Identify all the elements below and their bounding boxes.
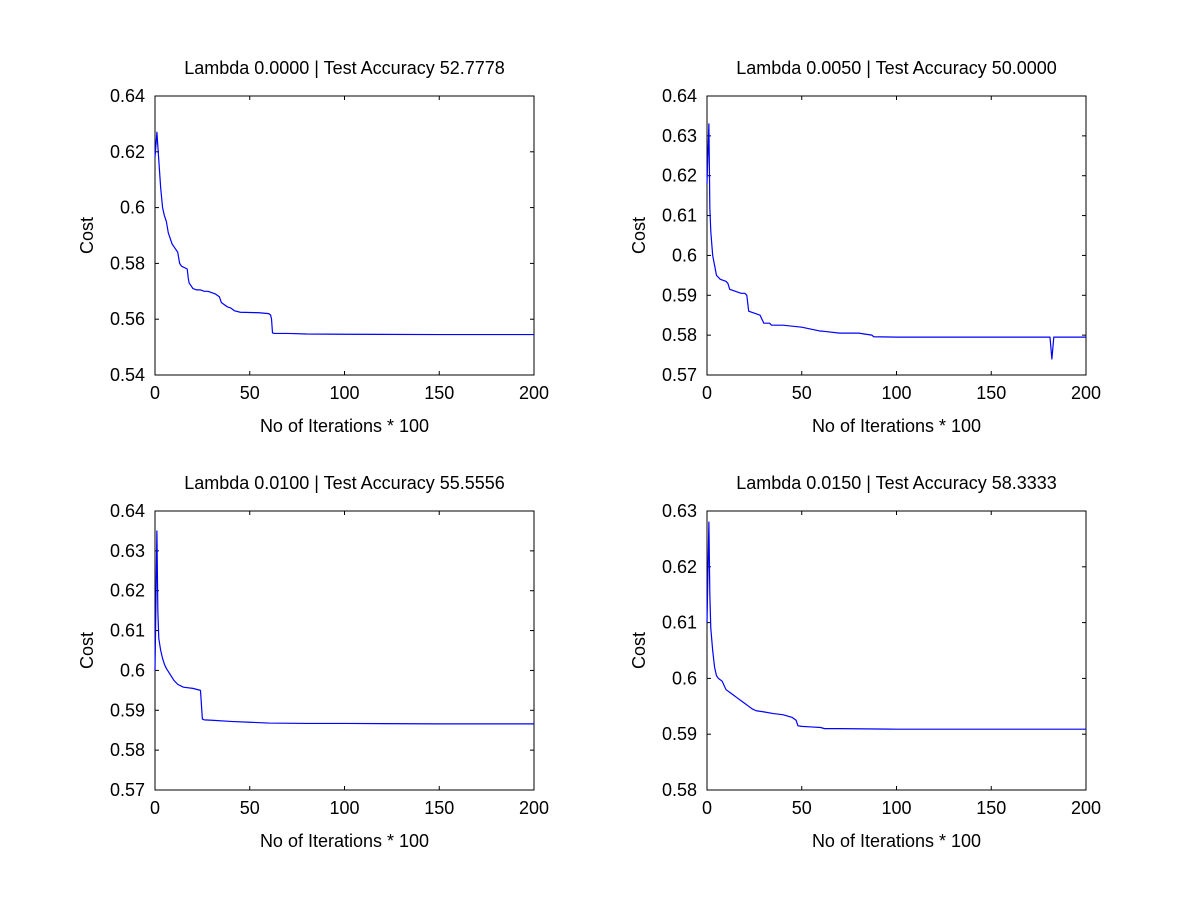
cost-series-line: [706, 521, 1086, 730]
x-tick-label: 150: [976, 798, 1006, 818]
y-tick-label: 0.59: [110, 700, 145, 720]
y-axis-label: Cost: [629, 632, 649, 669]
x-tick-label: 100: [329, 383, 359, 403]
x-tick-label: 0: [150, 383, 160, 403]
y-tick-label: 0.57: [110, 780, 145, 800]
x-tick-label: 200: [1071, 798, 1101, 818]
x-tick-label: 0: [150, 798, 160, 818]
cost-series-line: [154, 530, 534, 725]
y-tick-label: 0.62: [110, 142, 145, 162]
y-tick-label: 0.58: [662, 325, 697, 345]
subplot-title: Lambda 0.0100 | Test Accuracy 55.5556: [184, 473, 505, 493]
x-tick-label: 0: [702, 383, 712, 403]
y-tick-label: 0.64: [110, 86, 145, 106]
y-axis-label: Cost: [77, 217, 97, 254]
y-tick-label: 0.6: [120, 198, 145, 218]
y-tick-label: 0.62: [662, 557, 697, 577]
x-tick-label: 50: [792, 383, 812, 403]
y-tick-label: 0.6: [672, 668, 697, 688]
y-tick-label: 0.64: [110, 501, 145, 521]
y-axis-label: Cost: [77, 632, 97, 669]
y-tick-label: 0.58: [110, 253, 145, 273]
y-tick-label: 0.6: [120, 660, 145, 680]
x-axis-label: No of Iterations * 100: [260, 831, 429, 851]
x-tick-label: 100: [329, 798, 359, 818]
y-tick-label: 0.59: [662, 285, 697, 305]
x-tick-label: 150: [976, 383, 1006, 403]
subplot-title: Lambda 0.0050 | Test Accuracy 50.0000: [736, 58, 1057, 78]
y-tick-label: 0.54: [110, 365, 145, 385]
x-tick-label: 150: [424, 383, 454, 403]
x-tick-label: 100: [881, 798, 911, 818]
y-tick-label: 0.62: [110, 581, 145, 601]
x-tick-label: 150: [424, 798, 454, 818]
x-tick-label: 50: [240, 383, 260, 403]
y-tick-label: 0.61: [110, 621, 145, 641]
x-tick-label: 100: [881, 383, 911, 403]
subplot-title: Lambda 0.0150 | Test Accuracy 58.3333: [736, 473, 1057, 493]
y-tick-label: 0.59: [662, 724, 697, 744]
y-tick-label: 0.63: [110, 541, 145, 561]
y-tick-label: 0.61: [662, 206, 697, 226]
y-tick-label: 0.58: [662, 780, 697, 800]
y-tick-label: 0.58: [110, 740, 145, 760]
x-tick-label: 50: [792, 798, 812, 818]
x-tick-label: 200: [519, 798, 549, 818]
y-tick-label: 0.62: [662, 166, 697, 186]
cost-series-line: [154, 131, 534, 336]
y-tick-label: 0.63: [662, 126, 697, 146]
subplot-title: Lambda 0.0000 | Test Accuracy 52.7778: [184, 58, 505, 78]
x-axis-label: No of Iterations * 100: [812, 416, 981, 436]
x-tick-label: 0: [702, 798, 712, 818]
y-tick-label: 0.56: [110, 309, 145, 329]
cost-series-line: [706, 123, 1086, 360]
x-tick-label: 50: [240, 798, 260, 818]
y-tick-label: 0.57: [662, 365, 697, 385]
y-tick-label: 0.64: [662, 86, 697, 106]
y-axis-label: Cost: [629, 217, 649, 254]
axes-box: [706, 510, 1087, 791]
x-tick-label: 200: [1071, 383, 1101, 403]
x-axis-label: No of Iterations * 100: [260, 416, 429, 436]
y-tick-label: 0.61: [662, 613, 697, 633]
y-tick-label: 0.63: [662, 501, 697, 521]
y-tick-label: 0.6: [672, 245, 697, 265]
x-axis-label: No of Iterations * 100: [812, 831, 981, 851]
x-tick-label: 200: [519, 383, 549, 403]
